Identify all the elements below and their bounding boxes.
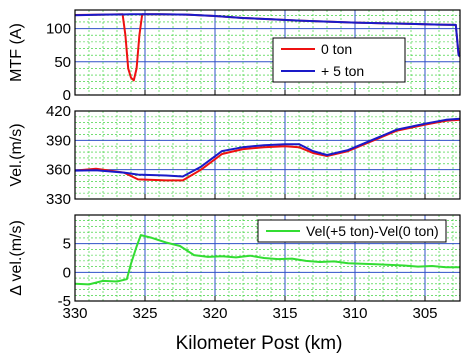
y-tick-label: 0 bbox=[63, 264, 71, 281]
x-tick-label: 325 bbox=[132, 305, 157, 322]
legend-label: 0 ton bbox=[321, 41, 352, 57]
series-line-delta-velocity-0 bbox=[74, 234, 460, 286]
y-tick-label: 420 bbox=[46, 103, 71, 120]
legend: 0 ton + 5 ton bbox=[272, 37, 406, 83]
y-axis-label: MTF (A) bbox=[8, 23, 25, 82]
series-line-velocity-1 bbox=[74, 117, 461, 178]
panel-delta-velocity: -5 0 5 Δ vel.(m/s) Vel(+5 ton)-Vel(0 ton) bbox=[8, 214, 461, 310]
y-tick-label: 330 bbox=[46, 191, 71, 208]
panel-mtf: 0 50 100 MTF (A) 0 ton + 5 ton bbox=[8, 9, 461, 104]
y-tick-label: 5 bbox=[63, 236, 71, 253]
x-tick-label: 320 bbox=[202, 305, 227, 322]
y-tick-label: -5 bbox=[58, 293, 71, 310]
x-tick-label: 315 bbox=[272, 305, 297, 322]
series-line-mtf-1 bbox=[74, 13, 461, 58]
x-tick-label: 330 bbox=[62, 305, 87, 322]
legend-box bbox=[257, 219, 447, 243]
plot-frame bbox=[74, 9, 461, 96]
legend: Vel(+5 ton)-Vel(0 ton) bbox=[257, 219, 447, 243]
legend-box bbox=[272, 37, 406, 83]
x-tick-label: 310 bbox=[342, 305, 367, 322]
x-axis-label: Kilometer Post (km) bbox=[176, 333, 343, 354]
y-tick-label: 360 bbox=[46, 162, 71, 179]
y-tick-label: 0 bbox=[63, 87, 71, 104]
plot-frame bbox=[74, 110, 461, 200]
y-tick-label: 100 bbox=[46, 21, 71, 38]
y-tick-label: 390 bbox=[46, 132, 71, 149]
y-tick-label: 50 bbox=[54, 54, 71, 71]
x-tick-label: 305 bbox=[412, 305, 437, 322]
y-axis-label: Δ vel.(m/s) bbox=[8, 220, 25, 296]
legend-label: Vel(+5 ton)-Vel(0 ton) bbox=[306, 223, 439, 239]
legend-label: + 5 ton bbox=[321, 63, 364, 79]
y-axis-label: Vel.(m/s) bbox=[8, 123, 25, 186]
plot-frame bbox=[74, 214, 461, 302]
panel-velocity: 330 360 390 420 Vel.(m/s) bbox=[8, 103, 461, 208]
